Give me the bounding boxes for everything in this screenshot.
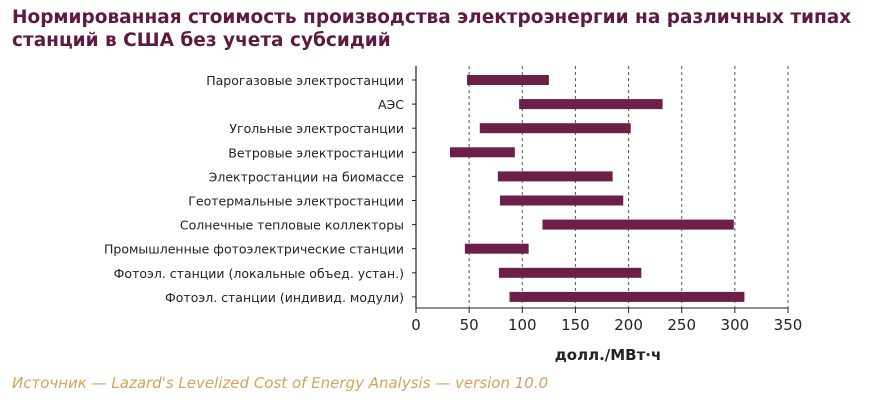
category-label: Фотоэл. станции (индивид. модули) — [165, 290, 404, 305]
category-label: Фотоэл. станции (локальные объед. устан.… — [114, 266, 404, 281]
category-label: Промышленные фотоэлектрические станции — [104, 242, 404, 257]
x-tick-label-100: 100 — [508, 316, 537, 334]
range-bar — [464, 243, 529, 254]
range-bar — [499, 195, 624, 206]
range-bar — [498, 267, 642, 278]
category-labels: Парогазовые электростанции АЭС Угольные эл… — [104, 73, 404, 305]
category-label: Ветровые электростанции — [228, 145, 404, 160]
x-tick-label-200: 200 — [614, 316, 643, 334]
category-label: Электростанции на биомассе — [209, 169, 405, 184]
x-tick-label-250: 250 — [667, 316, 696, 334]
range-bar — [519, 99, 663, 110]
x-tick-label-0: 0 — [411, 316, 421, 334]
category-label: Угольные электростанции — [229, 121, 404, 136]
range-bar — [479, 123, 631, 134]
x-tick-label-350: 350 — [774, 316, 803, 334]
source-note: Источник — Lazard's Levelized Cost of En… — [12, 374, 549, 392]
range-bar — [542, 219, 734, 230]
x-tick-labels: 0 50 100 150 200 250 300 350 — [411, 316, 802, 334]
x-axis-label: долл./МВт·ч — [555, 346, 662, 364]
category-label: Парогазовые электростанции — [206, 73, 404, 88]
category-label: Солнечные тепловые коллекторы — [180, 218, 404, 233]
x-tick-label-300: 300 — [721, 316, 750, 334]
x-axis — [412, 66, 789, 313]
range-bar — [450, 147, 515, 158]
chart-title: Нормированная стоимость производства эле… — [12, 7, 852, 51]
range-bar — [497, 171, 613, 182]
grid-lines — [468, 66, 789, 308]
x-tick-label-150: 150 — [561, 316, 590, 334]
range-bar — [509, 291, 745, 302]
x-tick-label-50: 50 — [460, 316, 479, 334]
range-bars — [450, 75, 745, 302]
category-label: Геотермальные электростанции — [188, 194, 404, 209]
category-label: АЭС — [378, 97, 404, 112]
range-bar — [467, 75, 549, 85]
